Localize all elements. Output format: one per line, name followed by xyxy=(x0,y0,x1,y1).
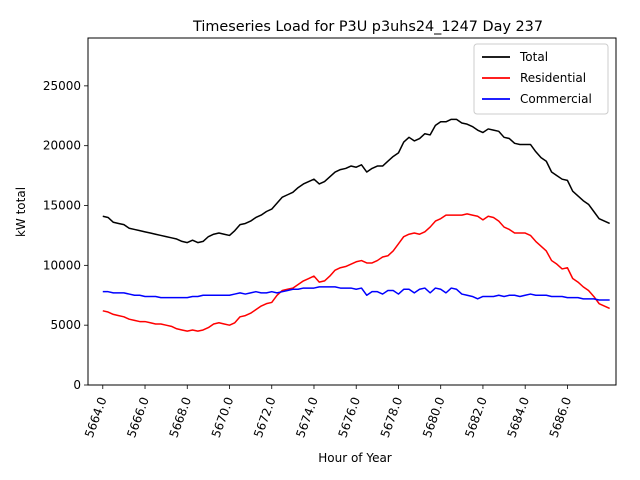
legend: Total Residential Commercial xyxy=(473,43,609,115)
y-tick-label: 10000 xyxy=(43,258,81,272)
y-tick-label: 5000 xyxy=(50,318,81,332)
y-tick-label: 20000 xyxy=(43,139,81,153)
x-axis-label: Hour of Year xyxy=(318,451,392,465)
y-tick-label: 15000 xyxy=(43,199,81,213)
series-line-commercial xyxy=(102,286,610,301)
y-axis-label: kW total xyxy=(14,187,28,237)
y-tick-label: 25000 xyxy=(43,79,81,93)
plot-frame xyxy=(87,37,617,386)
legend-label-residential: Residential xyxy=(520,71,586,85)
legend-label-total: Total xyxy=(519,50,548,64)
legend-box xyxy=(473,43,609,115)
chart-title: Timeseries Load for P3U p3uhs24_1247 Day… xyxy=(192,19,543,35)
y-tick-label: 0 xyxy=(73,378,81,392)
series-line-total xyxy=(102,118,610,244)
series-line-residential xyxy=(102,213,610,332)
legend-label-commercial: Commercial xyxy=(520,92,592,106)
series-layer xyxy=(102,118,610,332)
y-axis: 0 5000 10000 15000 20000 25000 xyxy=(43,79,88,392)
